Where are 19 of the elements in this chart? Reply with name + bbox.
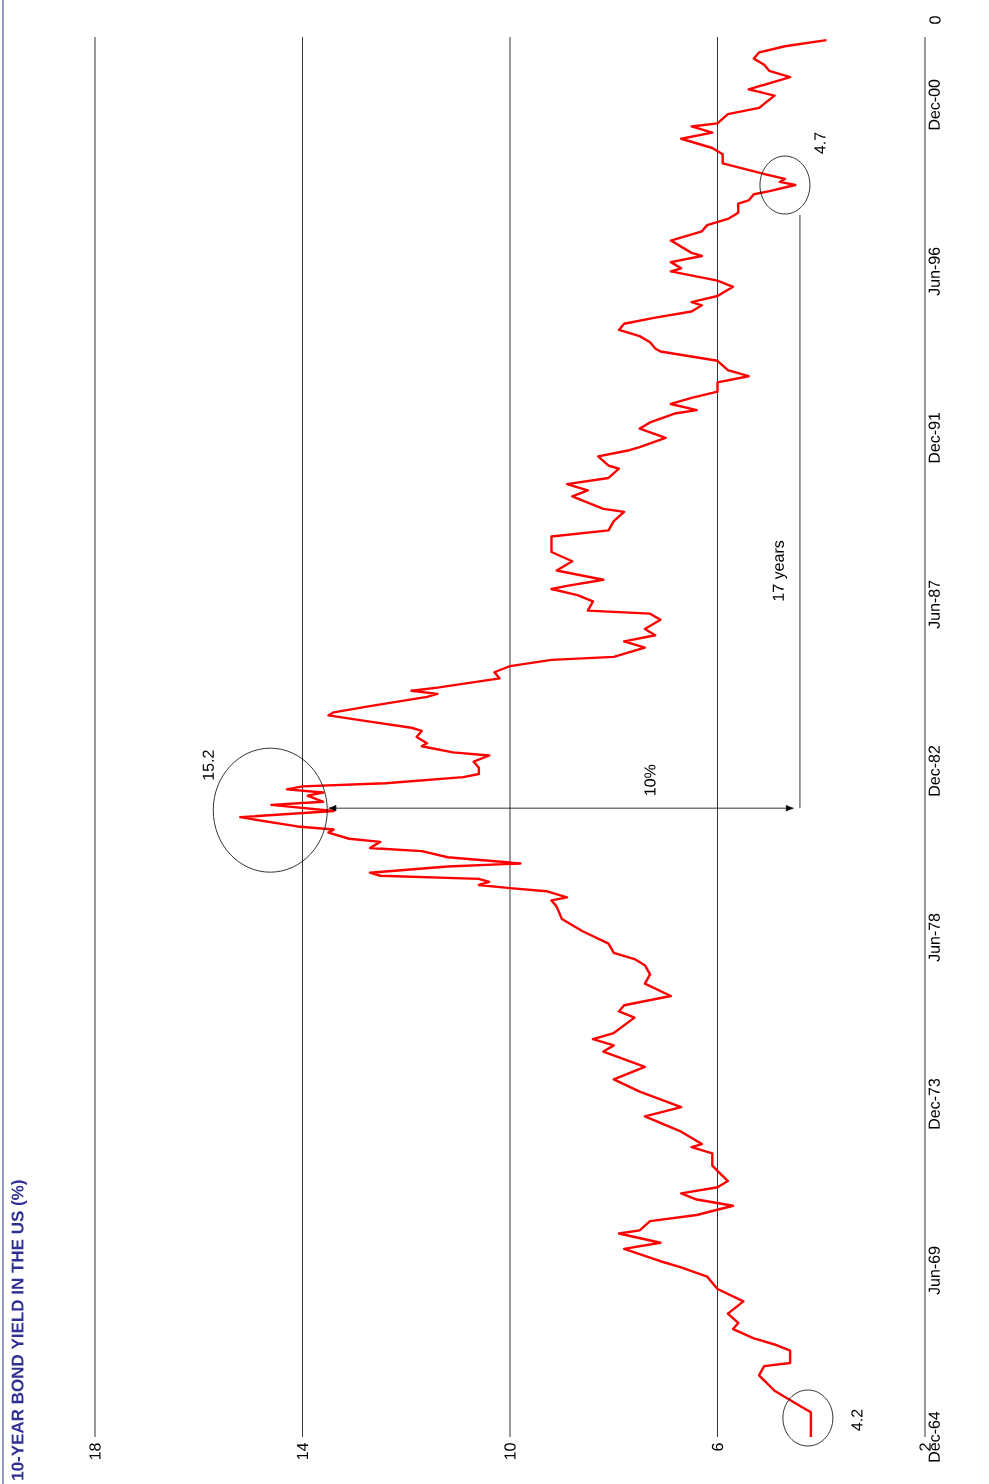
annotation: 4.2 <box>851 1409 863 1431</box>
y-tick-label: Jun-69 <box>928 1246 940 1295</box>
annotation: 4.7 <box>814 132 826 154</box>
x-tick-label: 10 <box>504 1443 516 1460</box>
x-tick-label: 14 <box>296 1443 308 1460</box>
annotation: 17 years <box>772 540 788 601</box>
y-tick-label: Dec-82 <box>928 745 940 796</box>
x-tick-label: 18 <box>89 1443 101 1460</box>
y-tick-label: Jun-78 <box>928 913 940 962</box>
text: 0 <box>929 16 941 24</box>
annotation: 10% <box>644 764 656 795</box>
y-tick-label: Dec-00 <box>928 79 940 130</box>
x-tick-label: 6 <box>711 1443 724 1451</box>
y-tick-label: Jun-87 <box>928 580 940 629</box>
annotation: 15.2 <box>202 750 214 780</box>
y-tick-label: Dec-91 <box>928 412 940 463</box>
y-tick-label: Jun-96 <box>928 247 940 296</box>
text: 10-YEAR BOND YIELD IN THE US (%) <box>11 1180 27 1480</box>
y-tick-label: Dec-73 <box>928 1078 940 1129</box>
